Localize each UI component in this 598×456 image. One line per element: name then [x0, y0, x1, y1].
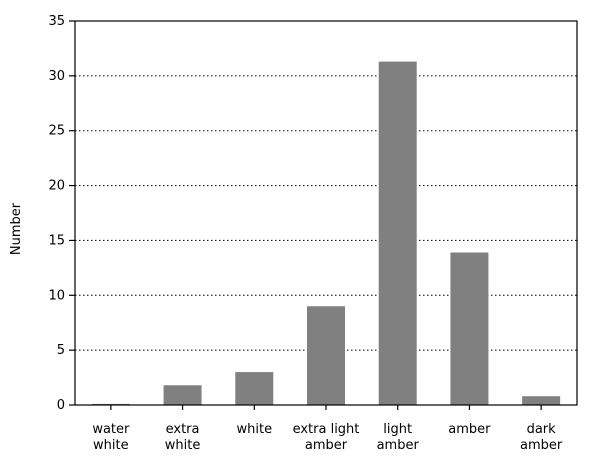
y-tick-label: 10	[48, 288, 65, 303]
x-category-label: dark amber	[520, 422, 563, 453]
axes	[69, 20, 578, 410]
y-tick-label: 35	[48, 14, 65, 29]
x-category-label: light amber	[377, 422, 420, 453]
bar	[235, 372, 274, 405]
x-category-labels: water white extra white white extra light ambe…	[92, 422, 563, 453]
y-tick-label: 15	[48, 233, 65, 248]
y-axis-title: Number	[9, 202, 24, 255]
bar	[378, 61, 417, 405]
y-tick-label: 20	[48, 179, 65, 194]
y-tick-label: 0	[57, 398, 65, 413]
x-category-label: extra white	[165, 422, 201, 453]
x-category-label: amber	[448, 422, 491, 437]
y-tick-labels: 0 5 10 15 20 25 30 35	[48, 14, 65, 413]
y-tick-label: 25	[48, 124, 65, 139]
x-category-label: extra light amber	[293, 422, 360, 453]
bar	[163, 385, 202, 405]
bar	[522, 396, 561, 405]
y-tick-label: 30	[48, 69, 65, 84]
x-category-label: white	[236, 422, 272, 437]
bars	[91, 61, 561, 405]
y-tick-label: 5	[57, 343, 65, 358]
x-category-label: water white	[92, 422, 130, 453]
bar	[450, 252, 489, 405]
bar	[307, 306, 345, 405]
